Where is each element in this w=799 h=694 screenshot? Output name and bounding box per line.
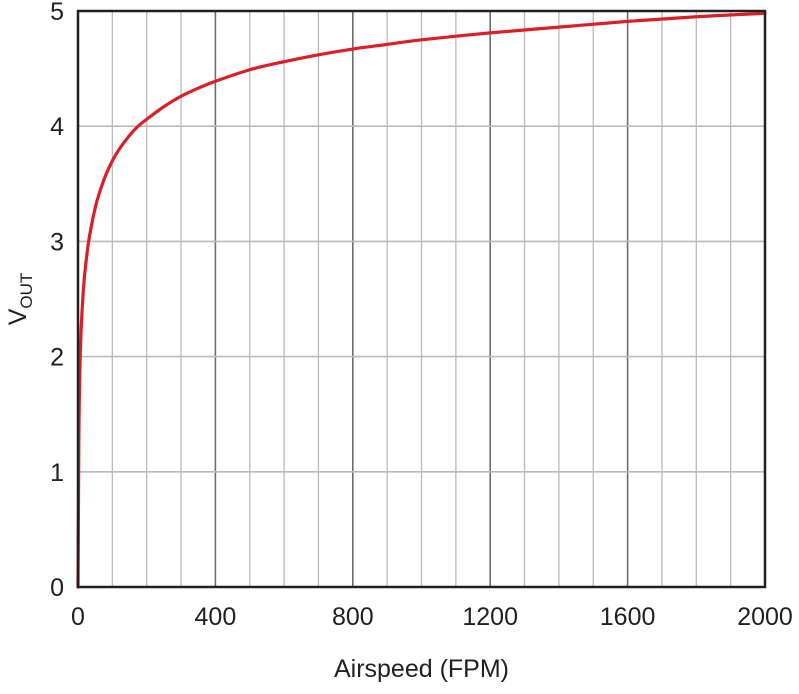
x-tick-label: 800 [332, 603, 374, 631]
x-tick-label: 2000 [737, 603, 793, 631]
y-tick-label: 2 [50, 344, 64, 372]
series-layer [76, 11, 767, 589]
x-tick-label: 1200 [462, 603, 518, 631]
plot-frame [76, 9, 767, 589]
y-tick-label: 1 [50, 459, 64, 487]
x-tick-label: 400 [195, 603, 237, 631]
minor-gridlines [111, 11, 732, 587]
major-gridlines [78, 11, 765, 587]
y-axis-tick-labels: 0 1 2 3 4 5 [50, 0, 64, 602]
y-axis-title-subscript: OUT [17, 273, 36, 309]
y-tick-label: 0 [50, 574, 64, 602]
x-axis-title: Airspeed (FPM) [334, 655, 509, 683]
y-axis-title-main: V [4, 308, 32, 325]
y-tick-label: 3 [50, 228, 64, 256]
y-tick-label: 5 [50, 0, 64, 26]
vout-curve [76, 11, 767, 589]
x-axis-tick-labels: 0 400 800 1200 1600 2000 [71, 603, 793, 631]
x-tick-label: 0 [71, 603, 85, 631]
x-tick-label: 1600 [600, 603, 656, 631]
y-tick-label: 4 [50, 113, 64, 141]
y-axis-title: VOUT [4, 273, 36, 326]
